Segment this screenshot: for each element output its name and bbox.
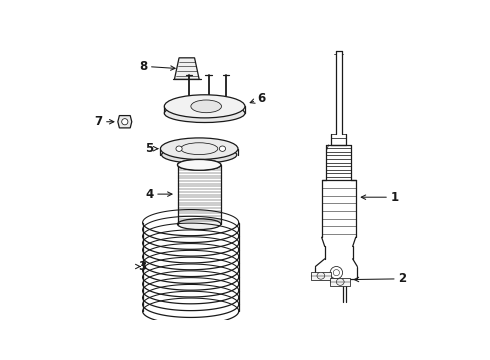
Ellipse shape xyxy=(333,270,340,276)
Text: 7: 7 xyxy=(95,115,102,128)
Polygon shape xyxy=(330,278,350,286)
Ellipse shape xyxy=(177,159,221,170)
Text: 8: 8 xyxy=(139,60,147,73)
Ellipse shape xyxy=(317,272,325,279)
Ellipse shape xyxy=(160,138,238,159)
Ellipse shape xyxy=(162,147,237,163)
Ellipse shape xyxy=(220,146,225,152)
Ellipse shape xyxy=(330,266,343,279)
Text: 5: 5 xyxy=(145,142,153,155)
Text: 6: 6 xyxy=(257,92,265,105)
Polygon shape xyxy=(174,58,199,80)
Ellipse shape xyxy=(176,146,182,152)
Text: 1: 1 xyxy=(391,191,398,204)
Text: 4: 4 xyxy=(146,188,154,201)
Ellipse shape xyxy=(164,104,245,122)
Text: 2: 2 xyxy=(398,272,406,285)
Ellipse shape xyxy=(164,95,245,118)
Ellipse shape xyxy=(177,159,221,170)
Ellipse shape xyxy=(336,278,344,285)
Polygon shape xyxy=(118,116,132,128)
Polygon shape xyxy=(311,272,331,280)
Ellipse shape xyxy=(177,219,221,230)
Ellipse shape xyxy=(122,119,128,125)
Text: 3: 3 xyxy=(138,260,146,273)
Ellipse shape xyxy=(191,100,221,113)
